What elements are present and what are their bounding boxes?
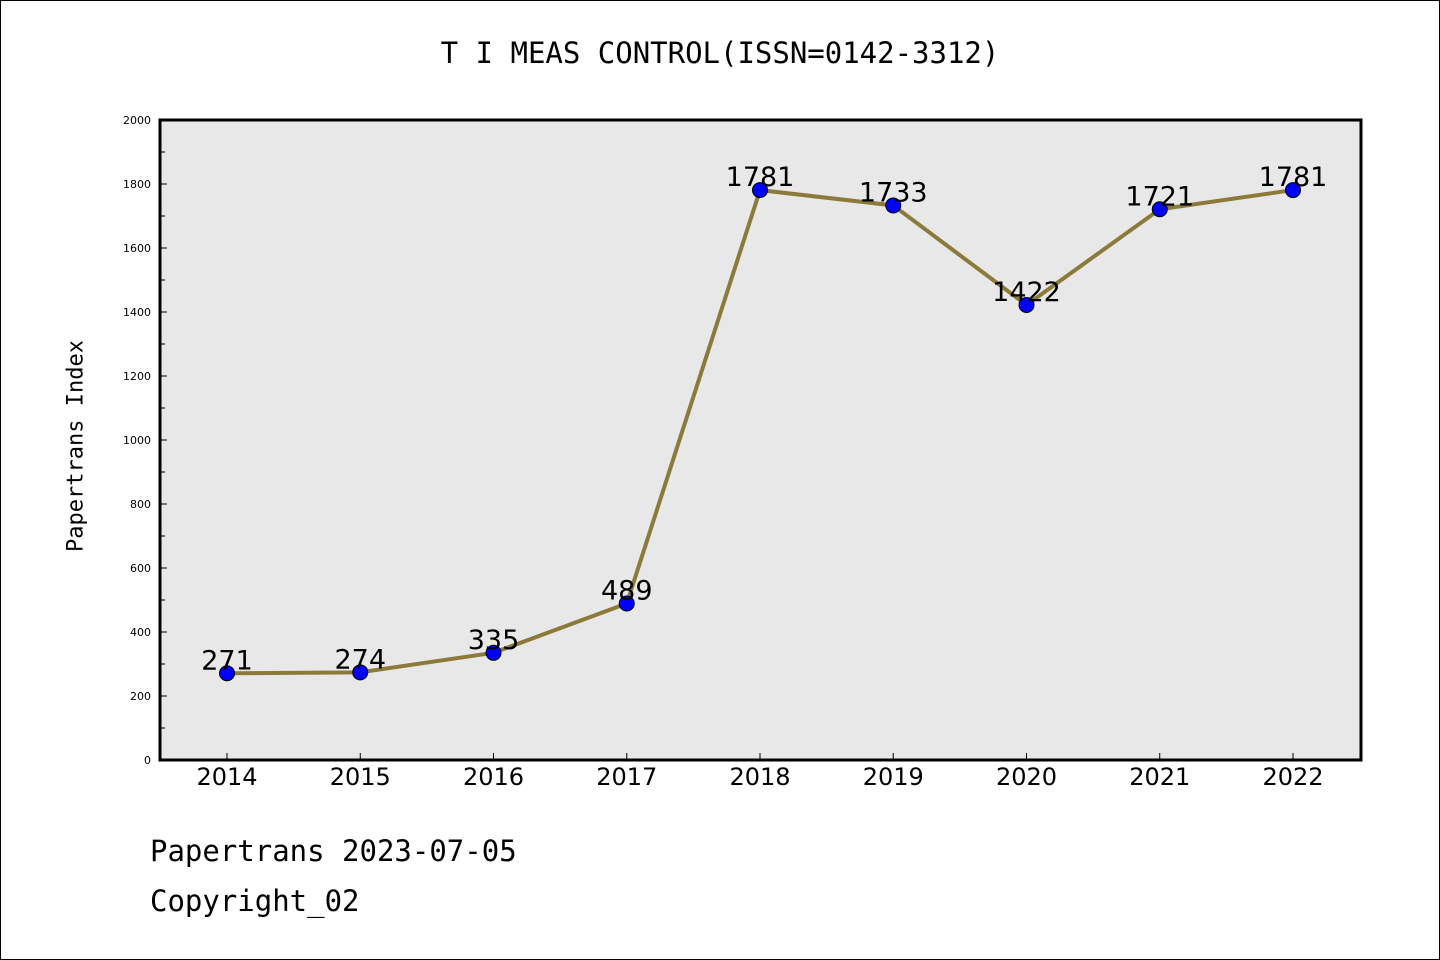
data-point — [1018, 296, 1035, 313]
y-tick-label: 600 — [130, 562, 151, 575]
x-tick-label: 2015 — [330, 763, 391, 791]
data-label: 335 — [468, 625, 520, 656]
x-tick-label: 2019 — [863, 763, 924, 791]
footer-date: Papertrans 2023-07-05 — [150, 834, 517, 868]
data-point — [352, 664, 369, 681]
data-label: 271 — [201, 645, 253, 676]
y-tick-label: 800 — [130, 498, 151, 511]
footer-copyright: Copyright_02 — [150, 884, 360, 918]
y-tick-label: 1800 — [123, 178, 151, 191]
y-tick-label: 1400 — [123, 306, 151, 319]
data-point — [219, 665, 235, 682]
y-tick-label: 400 — [130, 626, 151, 639]
data-labels: 271 274 335 489 1781 1733 1422 1721 1781 — [201, 162, 1327, 676]
x-tick-label: 2021 — [1129, 763, 1190, 791]
series-group — [219, 182, 1301, 682]
x-tick-label: 2022 — [1262, 763, 1323, 791]
data-point — [618, 595, 635, 612]
x-axis: 2014 2015 2016 2017 2018 2019 2020 2021 2022 — [196, 753, 1324, 791]
data-point — [1285, 182, 1301, 199]
data-point — [752, 182, 768, 199]
y-tick-label: 200 — [130, 690, 151, 703]
x-tick-label: 2016 — [463, 763, 524, 791]
y-tick-label: 0 — [144, 754, 151, 767]
data-point — [485, 644, 502, 661]
data-label: 489 — [601, 576, 653, 607]
data-label: 274 — [334, 644, 386, 675]
x-tick-label: 2017 — [596, 763, 657, 791]
y-axis: 0 200 400 600 800 1000 1200 1400 1600 1800 2000 — [123, 114, 167, 767]
data-label: 1781 — [726, 162, 795, 193]
y-tick-label: 2000 — [123, 114, 151, 127]
data-label: 1781 — [1259, 162, 1328, 193]
y-tick-label: 1600 — [123, 242, 151, 255]
data-label: 1733 — [859, 177, 928, 208]
x-tick-label: 2020 — [996, 763, 1057, 791]
data-label: 1721 — [1125, 181, 1194, 212]
x-tick-label: 2014 — [196, 763, 257, 791]
data-point — [885, 197, 902, 214]
y-tick-label: 1200 — [123, 370, 151, 383]
data-point — [1151, 201, 1168, 218]
chart-title: T I MEAS CONTROL(ISSN=0142-3312) — [440, 36, 1000, 70]
data-label: 1422 — [992, 277, 1061, 308]
x-tick-label: 2018 — [729, 763, 790, 791]
y-tick-label: 1000 — [123, 434, 151, 447]
plot-area — [158, 118, 1363, 762]
